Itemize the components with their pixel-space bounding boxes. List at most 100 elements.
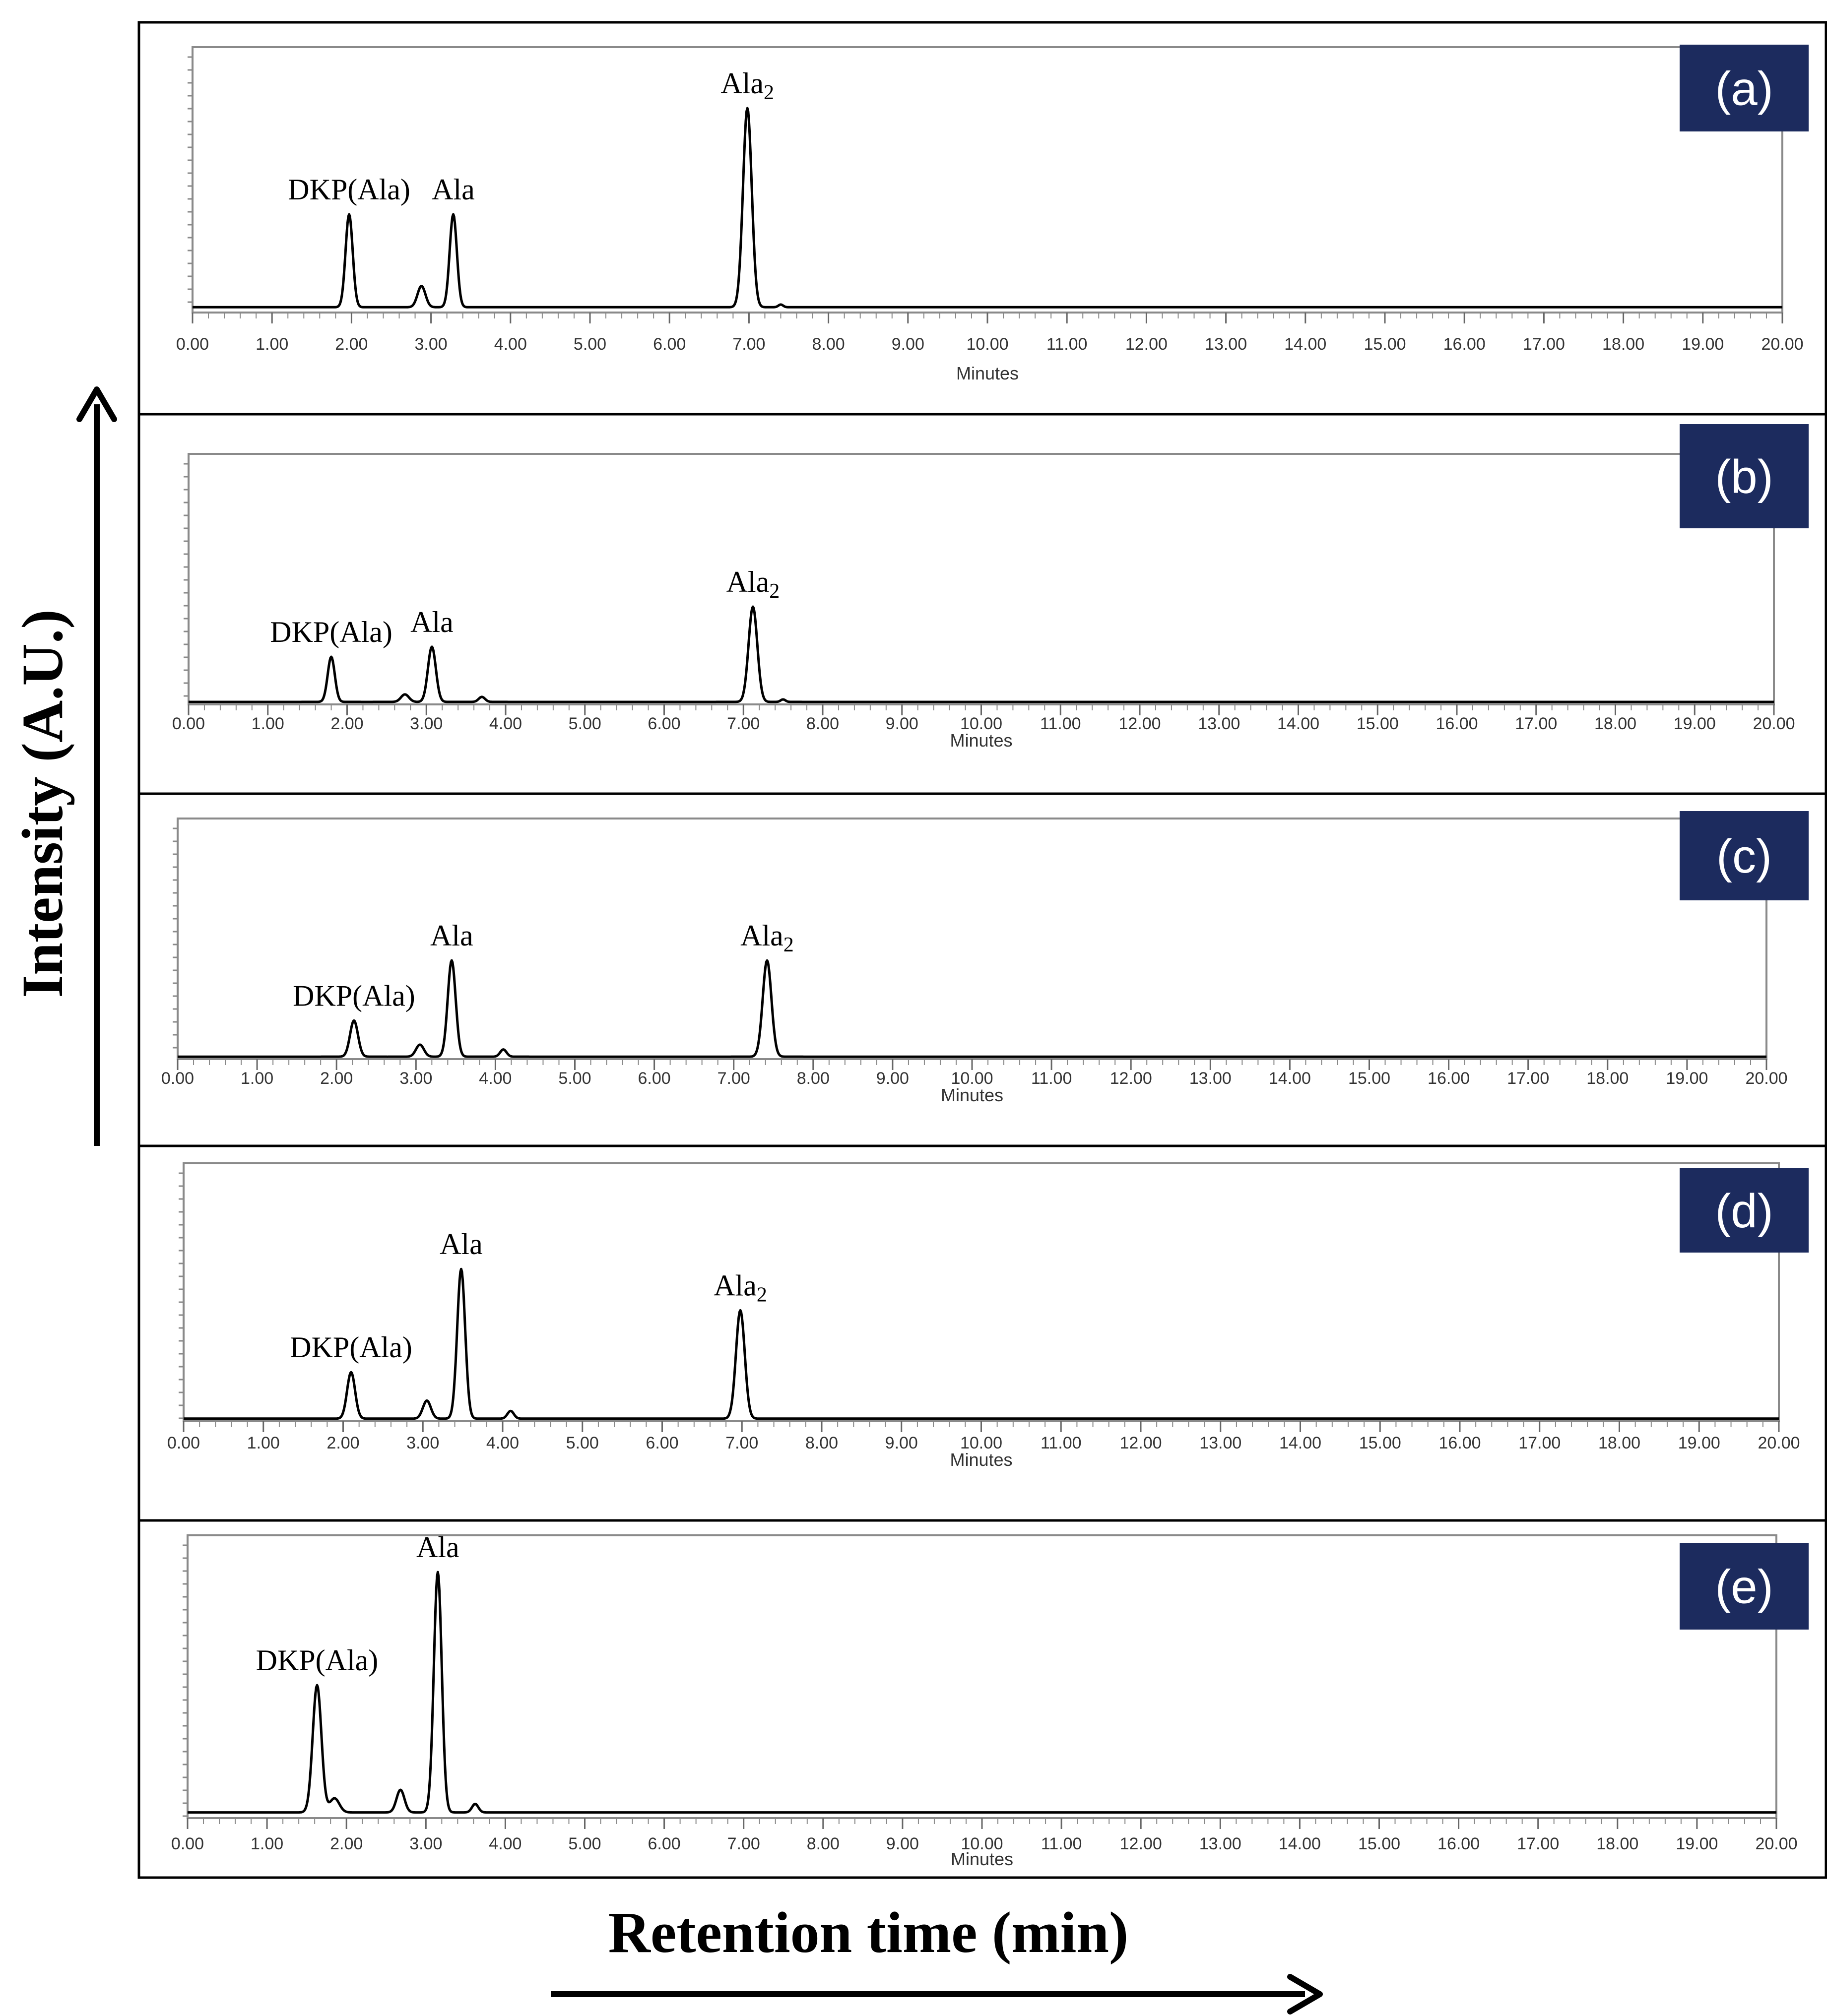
x-tick-label: 5.00: [574, 335, 606, 354]
x-tick-label: 18.00: [1598, 1434, 1640, 1452]
x-tick-label: 18.00: [1596, 1834, 1638, 1853]
peak-markers: [349, 108, 781, 305]
x-tick-label: 18.00: [1586, 1069, 1629, 1088]
x-tick-label: 17.00: [1523, 335, 1565, 354]
chromatogram-trace: [188, 605, 1774, 703]
x-tick-label: 16.00: [1437, 1834, 1480, 1853]
chromatogram-trace: [183, 1267, 1779, 1420]
x-tick-label: 10.00: [961, 1834, 1003, 1853]
x-tick-label: 14.00: [1277, 714, 1319, 733]
x-tick-label: 11.00: [1031, 1069, 1072, 1088]
x-tick-label: 14.00: [1269, 1069, 1311, 1088]
x-tick-label: 15.00: [1348, 1069, 1390, 1088]
x-tick-label: 19.00: [1678, 1434, 1720, 1452]
x-tick-label: 6.00: [648, 1834, 681, 1853]
x-tick-label: 1.00: [247, 1434, 280, 1452]
panel-tag-box: [1680, 811, 1809, 900]
x-tick-label: 20.00: [1753, 714, 1795, 733]
x-tick-label: 14.00: [1279, 1434, 1321, 1452]
x-tick-label: 2.00: [335, 335, 368, 354]
x-tick-label: 1.00: [251, 1834, 283, 1853]
x-tick-label: 16.00: [1428, 1069, 1470, 1088]
x-axis-ticks: 0.00 1.00 2.00 3.00 4.00 5.00 6.00 7.00 8.00 9.00…: [171, 1818, 1798, 1853]
peak-label: Ala: [410, 606, 454, 638]
y-minor-ticks: [183, 1544, 188, 1817]
x-tick-label: 13.00: [1198, 714, 1240, 733]
peak-markers: [331, 606, 783, 699]
x-tick-label: 9.00: [885, 1434, 918, 1452]
x-axis-ticks: 0.00 1.00 2.00 3.00 4.00 5.00 6.00 7.00 8.00 9.00…: [167, 1421, 1800, 1452]
x-tick-label: 2.00: [320, 1069, 353, 1088]
x-tick-label: 6.00: [653, 335, 686, 354]
x-tick-label: 2.00: [330, 1834, 363, 1853]
x-tick-label: 3.00: [415, 335, 448, 354]
x-tick-label: 3.00: [409, 1834, 442, 1853]
peak-label: Ala: [430, 919, 473, 952]
x-tick-label: 13.00: [1189, 1069, 1232, 1088]
x-tick-label: 11.00: [1040, 714, 1081, 733]
x-tick-label: 5.00: [558, 1069, 591, 1088]
x-axis-arrow-head: [1287, 1974, 1323, 2015]
panel-tag-label: (d): [1715, 1185, 1773, 1238]
x-unit-label: Minutes: [951, 1849, 1013, 1869]
chromatogram-trace: [192, 107, 1783, 309]
x-unit-label: Minutes: [950, 730, 1012, 751]
x-tick-label: 0.00: [176, 335, 209, 354]
x-tick-label: 0.00: [167, 1434, 200, 1452]
x-tick-label: 19.00: [1674, 714, 1716, 733]
peak-label: Ala2: [726, 566, 780, 603]
x-tick-label: 9.00: [892, 335, 924, 354]
panel-3: 0.00 1.00 2.00 3.00 4.00 5.00 6.00 7.00 8.00 9.00…: [137, 792, 1827, 1147]
peak-label: DKP(Ala): [290, 1331, 412, 1364]
y-axis-title: Intensity (A.U.): [10, 609, 75, 998]
x-tick-label: 7.00: [718, 1069, 750, 1088]
x-unit-label: Minutes: [941, 1085, 1003, 1105]
x-unit-label: Minutes: [950, 1449, 1012, 1470]
x-tick-label: 10.00: [960, 1434, 1002, 1452]
x-tick-label: 16.00: [1443, 335, 1486, 354]
x-tick-label: 7.00: [732, 335, 765, 354]
x-tick-label: 1.00: [241, 1069, 273, 1088]
x-tick-label: 0.00: [171, 1834, 204, 1853]
x-tick-label: 20.00: [1761, 335, 1803, 354]
x-tick-label: 16.00: [1436, 714, 1478, 733]
x-tick-label: 19.00: [1666, 1069, 1708, 1088]
y-minor-ticks: [179, 1172, 184, 1419]
panel-4: 0.00 1.00 2.00 3.00 4.00 5.00 6.00 7.00 8.00 9.00…: [137, 1144, 1827, 1522]
x-tick-label: 11.00: [1046, 335, 1088, 354]
y-axis-arrow-head: [76, 386, 117, 422]
x-tick-label: 11.00: [1041, 1834, 1082, 1853]
x-tick-label: 12.00: [1125, 335, 1168, 354]
x-tick-label: 5.00: [569, 714, 601, 733]
x-tick-label: 20.00: [1758, 1434, 1800, 1452]
x-tick-label: 9.00: [886, 714, 918, 733]
x-tick-label: 8.00: [806, 714, 839, 733]
peak-label: Ala: [432, 173, 475, 206]
y-axis-title-group: Intensity (A.U.): [10, 386, 117, 1146]
peak-label: DKP(Ala): [288, 173, 410, 206]
chromatogram-trace: [187, 1571, 1777, 1814]
peak-label: Ala2: [714, 1269, 767, 1306]
x-tick-label: 4.00: [489, 714, 522, 733]
x-axis-ticks: 0.00 1.00 2.00 3.00 4.00 5.00 6.00 7.00 8.00 9.00…: [161, 1059, 1788, 1088]
x-tick-label: 0.00: [172, 714, 205, 733]
panel-5: 0.00 1.00 2.00 3.00 4.00 5.00 6.00 7.00 8.00 9.00…: [137, 1519, 1827, 1879]
x-tick-label: 6.00: [638, 1069, 671, 1088]
x-tick-label: 3.00: [399, 1069, 432, 1088]
panel-2: 0.00 1.00 2.00 3.00 4.00 5.00 6.00 7.00 8.00 9.00…: [137, 413, 1827, 795]
x-tick-label: 1.00: [252, 714, 284, 733]
peak-labels: DKP(Ala) Ala: [256, 1531, 459, 1677]
panel-tag-box: [1680, 1168, 1809, 1253]
x-tick-label: 8.00: [812, 335, 845, 354]
x-tick-label: 14.00: [1284, 335, 1326, 354]
x-axis-ticks: 0.00 1.00 2.00 3.00 4.00 5.00 6.00 7.00 8.00 9.00…: [176, 313, 1804, 354]
x-tick-label: 4.00: [494, 335, 527, 354]
panel-tag-label: (c): [1716, 830, 1772, 883]
panel-frame: [137, 1519, 1827, 1879]
y-minor-ticks: [173, 827, 178, 1049]
x-tick-label: 3.00: [406, 1434, 439, 1452]
